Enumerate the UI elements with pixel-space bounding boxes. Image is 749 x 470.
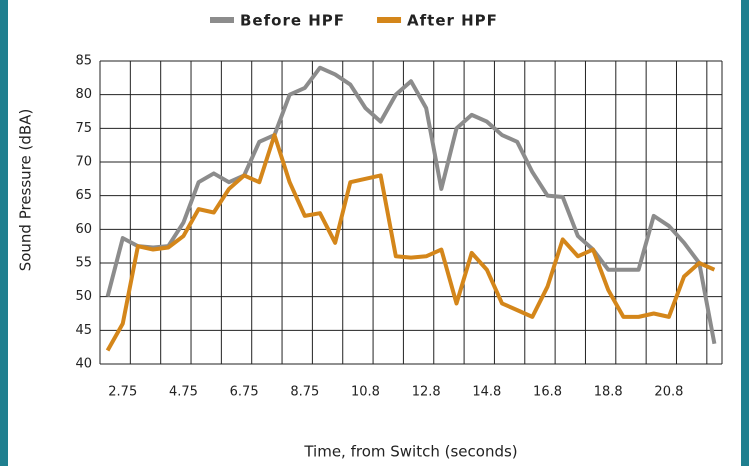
y-tick-label: 85 (75, 54, 92, 69)
frame-left (0, 0, 8, 466)
y-tick-label: 80 (75, 87, 92, 102)
x-tick-label: 8.75 (290, 385, 319, 400)
x-tick-label: 14.8 (472, 385, 501, 400)
frame-right (741, 0, 749, 466)
x-tick-label: 4.75 (169, 385, 198, 400)
y-tick-label: 40 (75, 357, 92, 372)
legend-swatch (210, 17, 234, 23)
series-line (105, 133, 716, 352)
y-tick-label: 75 (75, 121, 92, 136)
y-tick-label: 70 (75, 155, 92, 170)
y-tick-label: 55 (75, 256, 92, 271)
x-tick-label: 6.75 (230, 385, 259, 400)
legend-swatch (377, 17, 402, 23)
legend-label: Before HPF (240, 12, 345, 30)
x-tick-label: 16.8 (533, 385, 562, 400)
x-axis-label: Time, from Switch (seconds) (303, 443, 517, 461)
x-tick-label: 18.8 (594, 385, 623, 400)
x-tick-label: 2.75 (108, 385, 137, 400)
series-line (105, 65, 717, 345)
y-tick-label: 65 (75, 188, 92, 203)
x-tick-label: 12.8 (412, 385, 441, 400)
x-tick-label: 10.8 (351, 385, 380, 400)
x-tick-label: 20.8 (654, 385, 683, 400)
legend-label: After HPF (407, 12, 498, 30)
y-tick-label: 60 (75, 222, 92, 237)
y-tick-label: 45 (75, 323, 92, 338)
y-axis-label: Sound Pressure (dBA) (17, 109, 35, 272)
y-tick-label: 50 (75, 289, 92, 304)
